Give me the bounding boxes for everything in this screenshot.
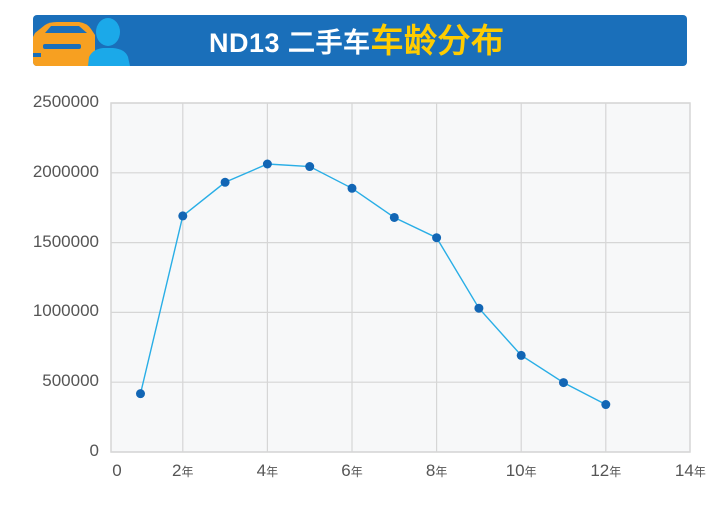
- car-icon: [33, 22, 95, 66]
- y-tick-label: 1500000: [32, 231, 99, 251]
- data-point[interactable]: [601, 400, 611, 410]
- y-tick-label: 500000: [42, 371, 99, 391]
- data-point[interactable]: [305, 162, 315, 172]
- data-point[interactable]: [389, 212, 399, 222]
- data-point[interactable]: [220, 177, 230, 187]
- y-tick-label: 0: [89, 441, 99, 460]
- x-tick-label: 12年: [590, 461, 622, 480]
- data-point[interactable]: [262, 159, 272, 169]
- x-tick-label: 2年: [172, 461, 194, 480]
- page-title: ND13 二手车车龄分布: [209, 23, 505, 59]
- x-tick-label: 4年: [256, 461, 279, 480]
- data-point[interactable]: [559, 378, 568, 388]
- data-point[interactable]: [347, 183, 357, 193]
- series-line: [139, 163, 607, 406]
- x-tick-label: 6年: [341, 461, 363, 480]
- data-point[interactable]: [432, 233, 442, 243]
- data-point[interactable]: [474, 303, 484, 313]
- y-tick-label: 2000000: [32, 161, 99, 181]
- person-icon: [88, 18, 130, 66]
- title-highlight: 车龄分布: [370, 22, 505, 59]
- x-tick-label: 0: [112, 461, 122, 480]
- x-tick-label: 8年: [425, 461, 448, 480]
- title-prefix: ND13 二手车: [209, 28, 371, 58]
- x-tick-label: 10年: [505, 461, 537, 480]
- title-banner: ND13 二手车车龄分布: [33, 15, 687, 66]
- data-point[interactable]: [136, 389, 145, 399]
- y-tick-label: 1000000: [32, 301, 99, 321]
- y-tick-label: 2500000: [32, 92, 99, 111]
- data-point[interactable]: [516, 350, 526, 360]
- data-point[interactable]: [178, 211, 188, 221]
- car-person-icon: [33, 18, 130, 66]
- x-tick-label: 14年: [674, 461, 706, 480]
- plot-background: [110, 102, 691, 453]
